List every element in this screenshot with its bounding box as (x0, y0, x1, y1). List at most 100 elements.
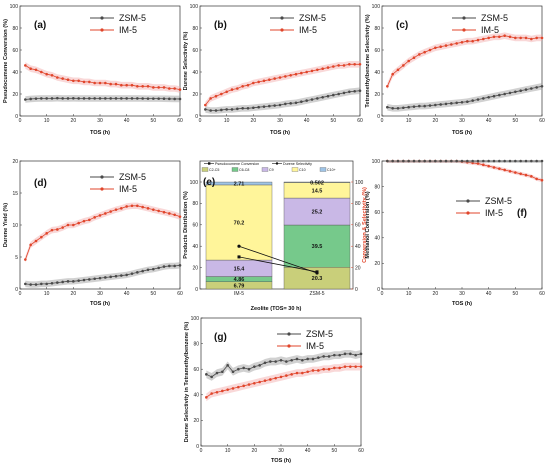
series-layer (386, 159, 544, 183)
zsm5-data-point (412, 105, 416, 108)
zsm5-data-point (503, 92, 506, 96)
panel-g: (g) ZSM-5IM-5 0 10 20 30 40 50 60020406080100 … (184, 316, 364, 464)
im5-data-point (34, 239, 38, 243)
zsm5-data-point (386, 105, 389, 109)
bar-layer: 6.794.86 15.4 70.2 2.71 20.3 39.5 25.2 14.5 0.50… (205, 180, 351, 289)
y-tick-label: 60 (193, 367, 199, 373)
zsm5-data-point (231, 370, 235, 374)
zsm5-data-point (530, 159, 533, 163)
im5-data-point (77, 79, 80, 83)
x-axis-label: TOS (h) (271, 458, 291, 464)
x-tick-label: 50 (513, 118, 519, 124)
zsm5-data-point (247, 367, 251, 371)
im5-data-point (386, 85, 389, 88)
im5-data-point (130, 204, 134, 208)
zsm5-data-point (524, 88, 528, 91)
y2-tick-label: 60 (355, 223, 361, 229)
zsm5-data-point (225, 108, 228, 111)
im5-data-point (109, 82, 112, 86)
y-tick-label: 80 (374, 184, 380, 190)
panel-a: (a) ZSM-5IM-5 0 10 20 30 40 50 60020406080100 … (3, 4, 183, 136)
im5-data-point (535, 177, 538, 181)
zsm5-data-point (274, 360, 277, 363)
zsm5-data-point (136, 271, 139, 274)
x-tick-label: 50 (151, 118, 157, 124)
zsm5-data-point (460, 159, 464, 163)
x-tick-label: 30 (278, 448, 284, 454)
im5-data-point (61, 226, 64, 229)
x-axis-label: TOS (h) (90, 301, 110, 307)
zsm5-data-point (300, 100, 303, 103)
im5-data-point (252, 81, 255, 85)
zsm5-data-point (50, 97, 54, 100)
bar-segment-value-label: 2.71 (234, 181, 245, 187)
zsm5-data-point (262, 105, 266, 108)
x-tick-label: 40 (124, 118, 130, 124)
bar-segment-value-label: 14.5 (312, 188, 323, 194)
zsm5-data-point (524, 159, 528, 163)
im5-data-point (93, 81, 96, 85)
im5-data-point (295, 371, 299, 375)
im5-data-point (45, 72, 48, 76)
zsm5-data-point (72, 96, 75, 100)
im5-data-point (40, 235, 43, 239)
im5-data-point (178, 215, 182, 218)
zsm5-data-point (434, 159, 437, 163)
y-tick-label: 80 (193, 341, 199, 347)
y-tick-label: 0 (196, 444, 199, 450)
zsm5-data-point (168, 264, 171, 268)
legend: ZSM-5 IM-5 (90, 172, 146, 194)
legend-zsm5-swatch-marker (287, 332, 291, 336)
zsm5-data-point (322, 355, 325, 358)
im5-data-point (412, 56, 416, 59)
zsm5-error-band (387, 161, 542, 163)
legend-im5-label: IM-5 (119, 184, 137, 194)
zsm5-data-point (56, 281, 59, 284)
zsm5-data-point (34, 283, 38, 286)
zsm5-data-point (88, 97, 91, 100)
zsm5-data-point (492, 159, 496, 163)
im5-data-point (136, 204, 139, 208)
y-tick-label: 20 (193, 418, 199, 424)
y-axis-label: Durene Selectivity (%) (183, 31, 189, 90)
zsm5-data-point (24, 98, 27, 101)
line-series-durene-selectivity (238, 245, 318, 274)
plot-frame (200, 317, 362, 447)
im5-data-point (173, 213, 176, 217)
zsm5-data-point (514, 159, 517, 163)
panel-f: (f) ZSM-5IM-5 0 10 20 30 40 50 60020406080100 … (365, 159, 545, 307)
legend-label-c9: C9 (269, 168, 274, 172)
zsm5-data-point (332, 93, 335, 97)
legend-im5-label: IM-5 (306, 341, 324, 351)
zsm5-data-point (162, 97, 166, 101)
zsm5-data-point (311, 357, 315, 361)
x-tick-label: 20 (252, 448, 258, 454)
im5-data-point (482, 163, 485, 167)
im5-data-point (40, 70, 43, 74)
tick-layer: 0 10 20 30 40 50 60 0 20 40 60 80 100 (191, 316, 364, 454)
legend: ZSM-5 IM-5 (270, 13, 326, 35)
im5-data-point (205, 396, 208, 399)
im5-data-point (98, 81, 102, 85)
zsm5-data-point (530, 87, 533, 90)
zsm5-error-band (25, 262, 181, 288)
zsm5-data-point (45, 282, 48, 286)
legend-zsm5-swatch-marker (100, 175, 104, 179)
im5-data-point (460, 41, 464, 44)
panel-label: (c) (396, 20, 408, 31)
im5-data-point (273, 77, 276, 80)
y-tick-label: 60 (192, 48, 198, 54)
bar-segment-value-label: 4.86 (234, 277, 245, 283)
zsm5-data-point (391, 107, 394, 110)
im5-data-point (72, 79, 75, 83)
im5-data-point (322, 367, 325, 371)
im5-data-point (434, 46, 437, 50)
y-axis-label: Products Distribution (%) (183, 191, 189, 259)
y-tick-label: 60 (192, 223, 198, 229)
zsm5-data-point (130, 272, 134, 275)
im5-data-point (226, 388, 229, 391)
zsm5-data-point (120, 97, 123, 100)
im5-data-point (130, 83, 134, 87)
x-tick-label: 60 (177, 118, 183, 124)
legend-zsm5-swatch-marker (280, 16, 284, 20)
